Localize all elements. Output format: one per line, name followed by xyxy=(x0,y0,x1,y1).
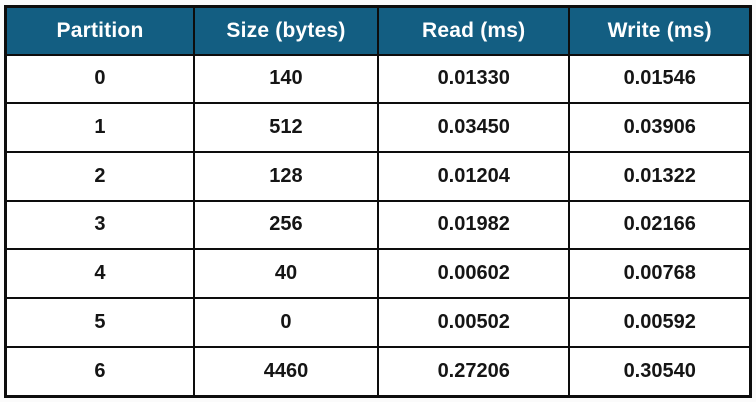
cell-partition: 4 xyxy=(4,248,195,300)
cell-partition: 0 xyxy=(4,53,195,105)
table-row: 4 40 0.00602 0.00768 xyxy=(4,248,752,300)
cell-write: 0.02166 xyxy=(568,199,752,251)
cell-read: 0.01330 xyxy=(376,53,571,105)
table-row: 3 256 0.01982 0.02166 xyxy=(4,199,752,251)
table-row: 1 512 0.03450 0.03906 xyxy=(4,102,752,153)
table-header-row: Partition Size (bytes) Read (ms) Write (… xyxy=(4,5,752,56)
cell-size: 40 xyxy=(192,248,379,300)
cell-size: 4460 xyxy=(192,345,379,398)
cell-write: 0.00592 xyxy=(568,297,752,348)
cell-write: 0.00768 xyxy=(568,248,752,300)
cell-size: 128 xyxy=(192,150,379,202)
cell-read: 0.00602 xyxy=(376,248,571,300)
cell-partition: 2 xyxy=(4,150,195,202)
cell-size: 512 xyxy=(192,102,379,153)
cell-write: 0.30540 xyxy=(568,345,752,398)
cell-size: 140 xyxy=(192,53,379,105)
cell-read: 0.03450 xyxy=(376,102,571,153)
partition-benchmark-table: Partition Size (bytes) Read (ms) Write (… xyxy=(4,5,752,398)
column-header-write: Write (ms) xyxy=(568,5,752,56)
cell-partition: 3 xyxy=(4,199,195,251)
data-table: Partition Size (bytes) Read (ms) Write (… xyxy=(4,5,752,398)
column-header-size: Size (bytes) xyxy=(192,5,379,56)
cell-partition: 5 xyxy=(4,297,195,348)
cell-read: 0.27206 xyxy=(376,345,571,398)
cell-write: 0.01322 xyxy=(568,150,752,202)
cell-partition: 1 xyxy=(4,102,195,153)
cell-write: 0.01546 xyxy=(568,53,752,105)
cell-write: 0.03906 xyxy=(568,102,752,153)
cell-size: 256 xyxy=(192,199,379,251)
cell-read: 0.00502 xyxy=(376,297,571,348)
cell-partition: 6 xyxy=(4,345,195,398)
table-row: 2 128 0.01204 0.01322 xyxy=(4,150,752,202)
cell-size: 0 xyxy=(192,297,379,348)
column-header-partition: Partition xyxy=(4,5,195,56)
table-row: 5 0 0.00502 0.00592 xyxy=(4,297,752,348)
cell-read: 0.01982 xyxy=(376,199,571,251)
table-row: 6 4460 0.27206 0.30540 xyxy=(4,345,752,398)
column-header-read: Read (ms) xyxy=(376,5,571,56)
cell-read: 0.01204 xyxy=(376,150,571,202)
table-row: 0 140 0.01330 0.01546 xyxy=(4,53,752,105)
